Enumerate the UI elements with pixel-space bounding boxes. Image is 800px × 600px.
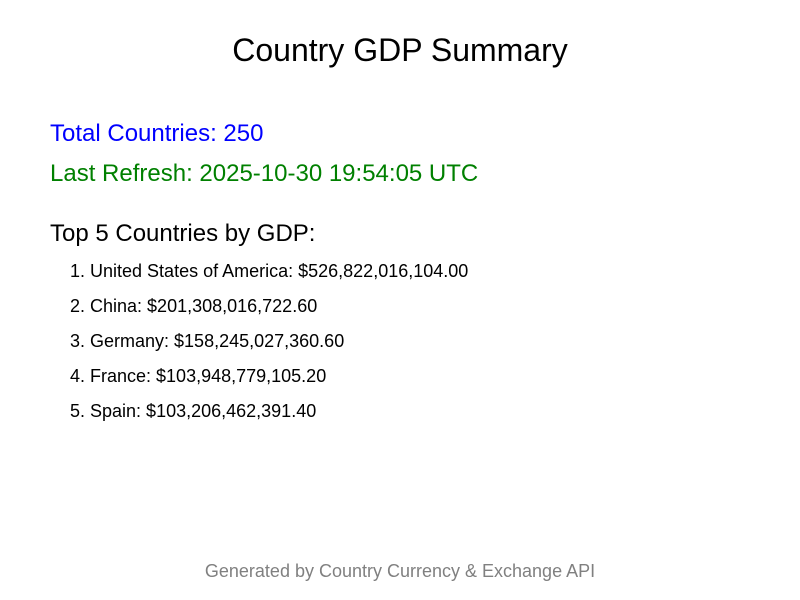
total-countries-stat: Total Countries: 250 [50,120,264,147]
country-item-3: 3. Germany: $158,245,027,360.60 [70,331,345,351]
country-item-1: 1. United States of America: $526,822,01… [70,261,469,281]
top-countries-heading: Top 5 Countries by GDP: [50,220,316,247]
footer-text: Generated by Country Currency & Exchange… [204,561,596,581]
page-title: Country GDP Summary [232,32,568,68]
country-item-4: 4. France: $103,948,779,105.20 [70,366,327,386]
top-countries-list: 1. United States of America: $526,822,01… [70,260,468,435]
last-refresh-stat: Last Refresh: 2025-10-30 19:54:05 UTC [50,160,479,187]
country-item-2: 2. China: $201,308,016,722.60 [70,296,318,316]
country-item-5: 5. Spain: $103,206,462,391.40 [70,401,317,421]
